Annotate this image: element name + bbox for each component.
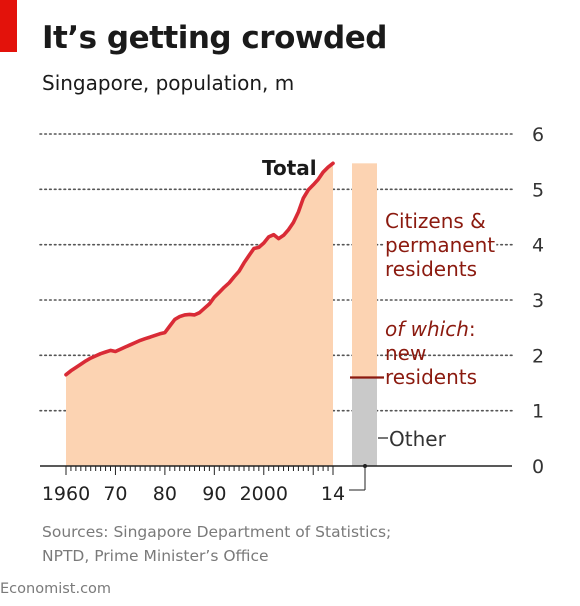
x-tick-labels: 1960 70 80 90 2000 14 (42, 483, 345, 505)
chart-annotations: Total Citizens & permanent residents of … (262, 156, 497, 491)
x-tick-label-1960: 1960 (42, 483, 90, 505)
y-tick-label-0: 0 (532, 456, 544, 478)
x-tick-label-14: 14 (321, 483, 345, 505)
x-tick-label-80: 80 (153, 483, 177, 505)
publisher-credit: Economist.com (0, 581, 112, 597)
y-tick-label-3: 3 (532, 290, 544, 312)
of-which-italic: of which (385, 317, 469, 341)
total-line (64, 161, 335, 377)
y-tick-label-6: 6 (532, 124, 544, 146)
citizens-label-line1: Citizens & (385, 209, 486, 233)
other-label: Other (389, 427, 447, 451)
sources-line-2: NPTD, Prime Minister’s Office (42, 547, 269, 565)
label-backing (384, 233, 497, 257)
of-which-colon: : (469, 317, 476, 341)
y-tick-label-1: 1 (532, 401, 544, 423)
x-axis (40, 465, 512, 475)
y-tick-label-4: 4 (532, 235, 544, 257)
y-tick-labels: 0 1 2 3 4 5 6 (532, 124, 544, 478)
brand-red-tag (0, 0, 17, 52)
sources-line-1: Sources: Singapore Department of Statist… (42, 523, 392, 541)
chart-subtitle: Singapore, population, m (42, 71, 295, 95)
bar-base-dot (363, 464, 367, 468)
bar-other-segment (352, 377, 377, 466)
citizens-label-line3: residents (385, 257, 477, 281)
new-residents-label-line2: residents (385, 365, 477, 389)
x-tick-label-90: 90 (202, 483, 226, 505)
total-label: Total (262, 156, 317, 180)
sources-note: Sources: Singapore Department of Statist… (42, 520, 391, 568)
x-tick-label-2000: 2000 (240, 483, 288, 505)
of-which-label: of which: (385, 317, 476, 341)
chart-title: It’s getting crowded (42, 20, 387, 56)
y-tick-label-5: 5 (532, 179, 544, 201)
x-tick-label-70: 70 (103, 483, 127, 505)
new-residents-label-line1: new (385, 341, 426, 365)
y-tick-label-2: 2 (532, 345, 544, 367)
bar-citizens-segment (352, 163, 377, 378)
citizens-label-line2: permanent (385, 233, 495, 257)
